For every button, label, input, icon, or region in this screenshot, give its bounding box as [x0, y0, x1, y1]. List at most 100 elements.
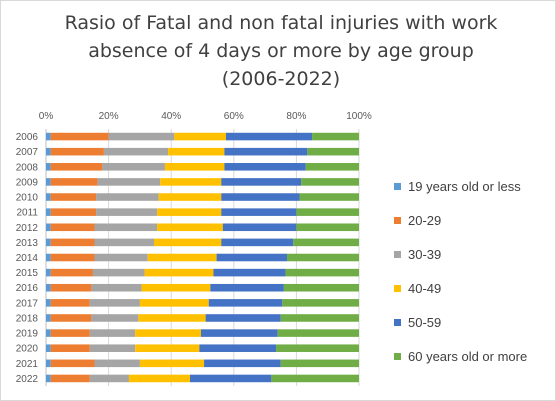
- bar-segment-2015-s0: [46, 268, 51, 277]
- bar-segment-2016-s4: [210, 283, 284, 292]
- bar-segment-2019-s2: [89, 329, 136, 337]
- bar-segment-2017-s4: [208, 299, 283, 307]
- bar-segment-2017-s3: [139, 299, 209, 307]
- legend: 19 years old or less 20-29 30-39 40-49 50-59…: [394, 169, 527, 373]
- y-tick-label: 2017: [16, 298, 39, 309]
- chart-title: Rasio of Fatal and non fatal injuries wi…: [64, 12, 498, 90]
- bar-segment-2017-s2: [89, 299, 140, 307]
- bar-segment-2007-s0: [46, 147, 51, 156]
- bar-segment-2014-s5: [287, 253, 359, 262]
- bar-segment-2017-s5: [282, 299, 359, 307]
- bar-segment-2011-s5: [296, 208, 359, 216]
- legend-swatch: [394, 216, 401, 224]
- y-tick-label: 2019: [16, 329, 39, 340]
- bar-segment-2013-s0: [46, 238, 51, 247]
- x-tick-label: 60%: [224, 111, 244, 122]
- y-tick-label: 2007: [16, 147, 39, 158]
- bar-segment-2013-s2: [94, 238, 154, 247]
- x-tick-label: 0%: [39, 111, 54, 122]
- x-tick-label: 80%: [286, 111, 306, 122]
- bar-segment-2015-s2: [92, 268, 145, 277]
- bar-segment-2011-s0: [46, 208, 51, 216]
- legend-item: 19 years old or less: [394, 169, 527, 203]
- x-tick-label: 20%: [99, 111, 119, 122]
- bar-segment-2016-s0: [46, 283, 51, 292]
- legend-label: 30-39: [408, 246, 442, 262]
- bar-segment-2019-s4: [200, 329, 278, 337]
- y-tick-label: 2022: [16, 374, 39, 385]
- legend-label: 19 years old or less: [408, 178, 521, 194]
- y-tick-label: 2012: [16, 223, 39, 234]
- bar-segment-2012-s2: [94, 223, 158, 232]
- bar-segment-2010-s2: [96, 193, 159, 201]
- legend-label: 60 years old or more: [408, 348, 528, 364]
- legend-swatch: [394, 250, 401, 258]
- bar-segment-2020-s0: [46, 344, 51, 352]
- bar-segment-2022-s1: [50, 374, 90, 383]
- bar-segment-2018-s1: [50, 314, 92, 322]
- legend-swatch: [394, 352, 401, 360]
- bar-segment-2019-s0: [46, 329, 51, 337]
- legend-swatch: [394, 284, 401, 292]
- bar-segment-2012-s1: [50, 223, 95, 232]
- bar-segment-2018-s5: [280, 314, 359, 322]
- y-tick-label: 2009: [16, 177, 39, 188]
- bar-segment-2021-s4: [204, 359, 281, 368]
- bar-segment-2022-s5: [271, 374, 359, 383]
- bar-segment-2021-s5: [280, 359, 359, 368]
- bar-segment-2006-s0: [46, 132, 51, 141]
- bar-segment-2013-s5: [293, 238, 359, 247]
- legend-swatch: [394, 182, 401, 190]
- bar-segment-2020-s2: [89, 344, 136, 352]
- y-tick-label: 2006: [16, 132, 39, 143]
- bar-segment-2020-s5: [276, 344, 359, 352]
- legend-item: 20-29: [394, 203, 527, 237]
- bar-segment-2008-s2: [102, 163, 165, 171]
- bar-segment-2021-s3: [139, 359, 205, 368]
- bar-segment-2012-s5: [296, 223, 359, 232]
- x-tick-label: 40%: [161, 111, 181, 122]
- bar-segment-2015-s5: [285, 268, 359, 277]
- y-tick-label: 2014: [16, 253, 39, 264]
- bar-segment-2006-s5: [312, 132, 359, 141]
- y-tick-label: 2021: [16, 359, 39, 370]
- bar-segment-2009-s0: [46, 178, 51, 186]
- bar-segment-2020-s4: [199, 344, 277, 352]
- bar-segment-2018-s3: [138, 314, 206, 322]
- bar-segment-2007-s2: [103, 147, 169, 156]
- bar-segment-2006-s3: [174, 132, 226, 141]
- bar-segment-2014-s4: [216, 253, 288, 262]
- legend-item: 50-59: [394, 305, 527, 339]
- y-tick-label: 2008: [16, 162, 39, 173]
- legend-item: 30-39: [394, 237, 527, 271]
- bar-segment-2009-s5: [301, 178, 359, 186]
- bar-segment-2011-s2: [96, 208, 158, 216]
- x-tick-label: 100%: [346, 111, 372, 122]
- bar-segment-2021-s2: [94, 359, 140, 368]
- bar-segment-2013-s3: [153, 238, 222, 247]
- bar-segment-2011-s3: [157, 208, 222, 216]
- bar-segment-2007-s4: [224, 147, 308, 156]
- bar-segment-2016-s3: [141, 283, 211, 292]
- y-tick-label: 2018: [16, 313, 39, 324]
- bar-segment-2018-s2: [91, 314, 139, 322]
- bar-segment-2014-s3: [147, 253, 217, 262]
- bar-segment-2008-s4: [224, 163, 306, 171]
- bar-segment-2008-s1: [50, 163, 103, 171]
- legend-item: 60 years old or more: [394, 339, 527, 373]
- bar-segment-2011-s4: [221, 208, 297, 216]
- y-tick-label: 2010: [16, 193, 39, 204]
- bar-segment-2012-s4: [222, 223, 297, 232]
- bar-segment-2013-s1: [50, 238, 95, 247]
- bar-segment-2013-s4: [221, 238, 294, 247]
- bar-segment-2009-s3: [160, 178, 222, 186]
- bar-segment-2015-s4: [213, 268, 286, 277]
- legend-swatch: [394, 318, 401, 326]
- bar-segment-2015-s3: [144, 268, 214, 277]
- legend-label: 50-59: [408, 314, 442, 330]
- bar-segment-2022-s4: [189, 374, 272, 383]
- y-tick-label: 2013: [16, 238, 39, 249]
- bar-segment-2016-s2: [91, 283, 142, 292]
